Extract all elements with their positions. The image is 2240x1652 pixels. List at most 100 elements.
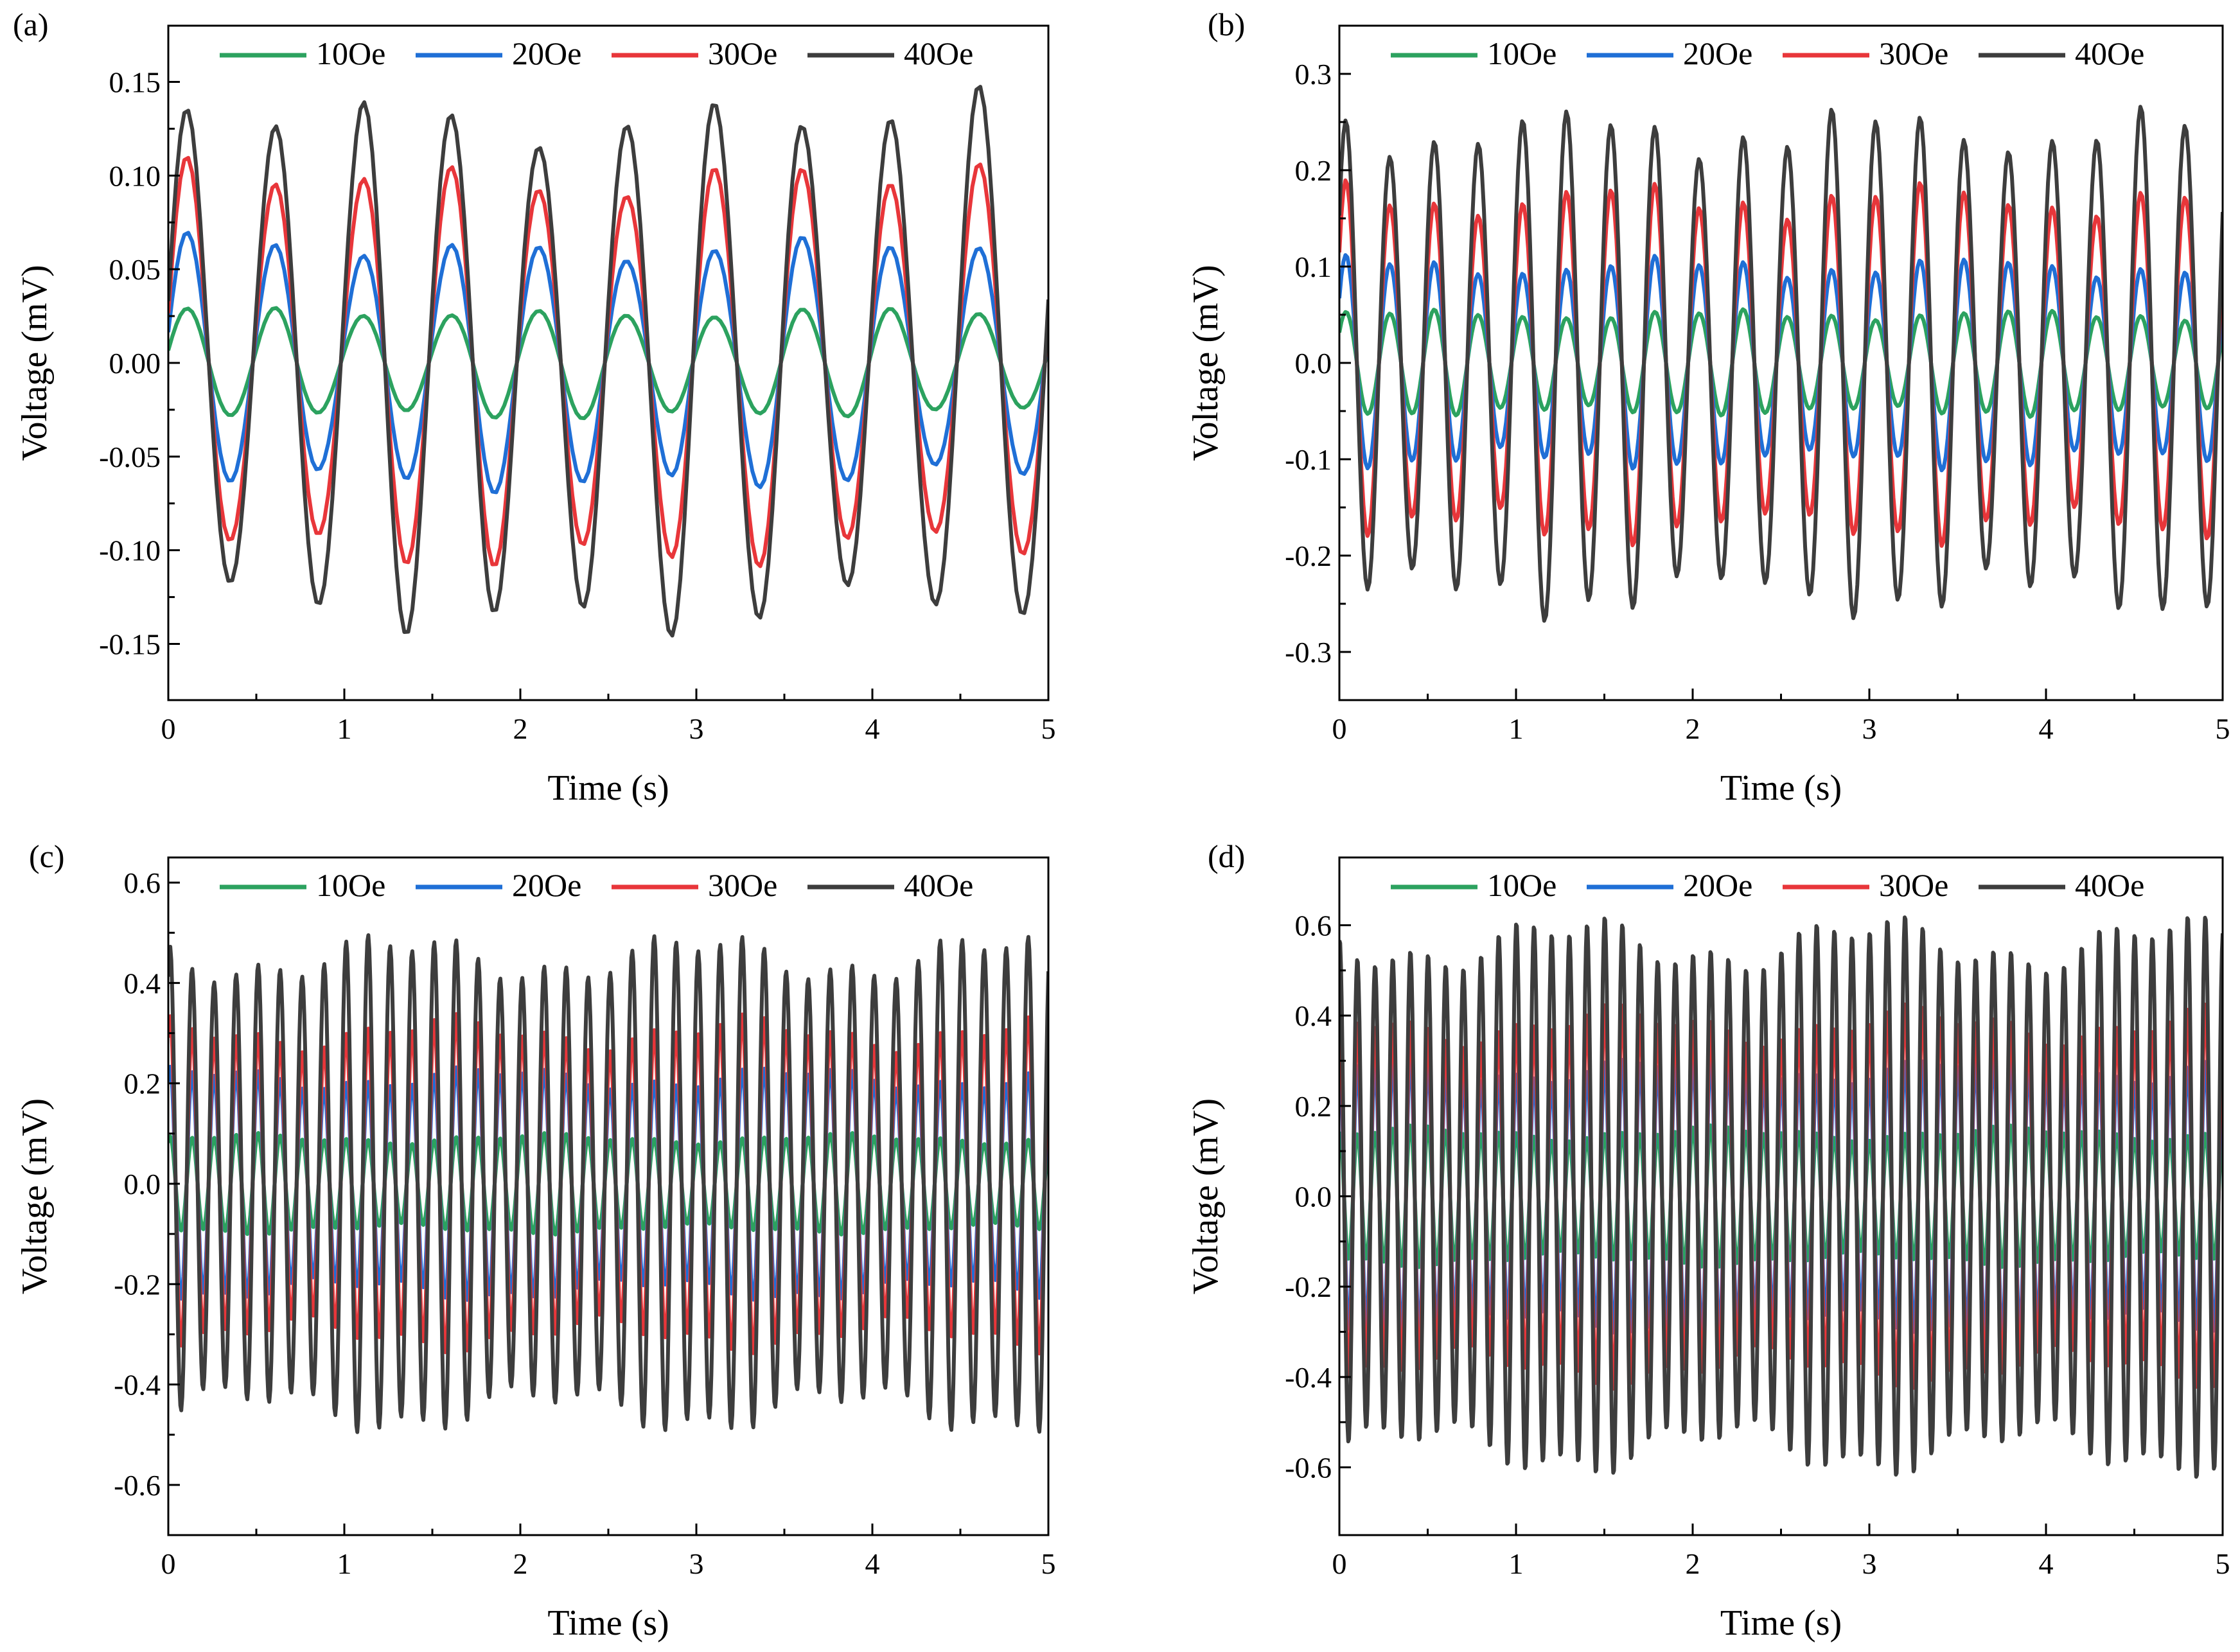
y-axis-title: Voltage (mV) — [1186, 1098, 1226, 1294]
legend-label-10Oe: 10Oe — [1487, 867, 1557, 903]
x-axis-title: Time (s) — [547, 1603, 669, 1643]
y-tick-label: 0.6 — [1295, 909, 1332, 942]
x-tick-label: 4 — [2039, 712, 2054, 745]
y-axis-title: Voltage (mV) — [15, 1098, 55, 1294]
x-tick-label: 3 — [1862, 712, 1877, 745]
x-axis-title: Time (s) — [547, 768, 669, 808]
y-tick-label: 0.00 — [109, 347, 161, 380]
y-tick-label: 0.15 — [109, 66, 161, 99]
legend: 10Oe 20Oe 30Oe 40Oe — [220, 867, 973, 903]
x-tick-label: 1 — [337, 1547, 352, 1580]
legend-label-30Oe: 30Oe — [1879, 867, 1948, 903]
x-tick-label: 4 — [865, 712, 880, 745]
legend-label-20Oe: 20Oe — [1683, 35, 1752, 71]
y-tick-label: -0.15 — [99, 628, 161, 661]
y-tick-label: 0.2 — [1295, 154, 1332, 187]
y-tick-label: 0.6 — [124, 866, 161, 899]
x-tick-label: 5 — [2216, 712, 2230, 745]
x-axis-title: Time (s) — [1720, 1603, 1842, 1643]
series-group — [168, 85, 1048, 638]
chart-panel-2: 0 1 2 3 4 5 -0.3 -0.2 -0.1 0.0 0.1 0.2 0.3 Time (s) Vo… — [1186, 6, 2230, 808]
y-tick-label: 0.10 — [109, 159, 161, 192]
chart-panel-4: 0 1 2 3 4 5 -0.6 -0.4 -0.2 0.0 0.2 0.4 0.6 Time (s) Vo… — [1186, 838, 2230, 1643]
y-tick-label: -0.6 — [1285, 1452, 1332, 1484]
plot-frame — [167, 856, 1050, 1536]
series-line-20Oe — [1339, 1055, 2223, 1338]
series-line-10Oe — [1339, 1123, 2223, 1269]
series-line-10Oe — [168, 1130, 1048, 1237]
legend-label-20Oe: 20Oe — [1683, 867, 1752, 903]
y-tick-label: 0.4 — [1295, 999, 1332, 1032]
y-tick-label: 0.2 — [1295, 1090, 1332, 1123]
x-tick-label: 3 — [689, 712, 704, 745]
x-tick-label: 3 — [1862, 1547, 1877, 1580]
y-axis-title: Voltage (mV) — [15, 265, 55, 461]
series-line-40Oe — [168, 85, 1048, 638]
panel-label: (a) — [13, 6, 49, 42]
y-tick-label: 0.0 — [124, 1168, 161, 1200]
series-line-40Oe — [1339, 915, 2223, 1479]
legend: 10Oe 20Oe 30Oe 40Oe — [1391, 35, 2144, 71]
y-tick-label: -0.05 — [99, 441, 161, 473]
legend-label-40Oe: 40Oe — [904, 35, 973, 71]
legend-label-20Oe: 20Oe — [512, 867, 581, 903]
legend-label-40Oe: 40Oe — [2075, 35, 2144, 71]
panel-label: (b) — [1208, 6, 1245, 42]
x-tick-label: 1 — [1509, 712, 1524, 745]
x-tick-label: 0 — [1332, 1547, 1347, 1580]
series-line-40Oe — [168, 933, 1048, 1434]
plot-frame — [1338, 24, 2224, 701]
y-tick-label: -0.2 — [1285, 540, 1332, 572]
legend-label-30Oe: 30Oe — [708, 35, 777, 71]
y-tick-label: 0.1 — [1295, 250, 1332, 283]
series-line-30Oe — [1339, 1002, 2223, 1391]
x-tick-label: 4 — [2039, 1547, 2054, 1580]
x-tick-label: 0 — [161, 1547, 176, 1580]
x-tick-label: 5 — [1041, 1547, 1056, 1580]
series-group — [1339, 105, 2223, 623]
y-tick-label: 0.2 — [124, 1068, 161, 1100]
y-tick-label: -0.2 — [114, 1268, 161, 1301]
legend-label-10Oe: 10Oe — [316, 35, 385, 71]
x-tick-label: 2 — [513, 712, 528, 745]
y-tick-label: -0.4 — [1285, 1361, 1332, 1394]
x-tick-label: 1 — [337, 712, 352, 745]
series-line-40Oe — [1339, 105, 2223, 623]
panel-label: (c) — [29, 838, 65, 874]
x-tick-label: 1 — [1509, 1547, 1524, 1580]
series-line-30Oe — [168, 155, 1048, 568]
x-tick-label: 5 — [2216, 1547, 2230, 1580]
y-tick-label: -0.10 — [99, 534, 161, 567]
y-tick-label: -0.6 — [114, 1469, 161, 1502]
x-tick-label: 2 — [1686, 1547, 1700, 1580]
x-tick-label: 0 — [161, 712, 176, 745]
x-tick-label: 5 — [1041, 712, 1056, 745]
chart-panel-3: 0 1 2 3 4 5 -0.6 -0.4 -0.2 0.0 0.2 0.4 0.6 Time (s) Vo… — [15, 838, 1056, 1643]
y-tick-label: 0.4 — [124, 967, 161, 999]
y-tick-label: 0.05 — [109, 253, 161, 286]
y-tick-label: -0.1 — [1285, 443, 1332, 476]
legend-label-20Oe: 20Oe — [512, 35, 581, 71]
x-tick-label: 4 — [865, 1547, 880, 1580]
x-tick-label: 0 — [1332, 712, 1347, 745]
x-tick-label: 2 — [513, 1547, 528, 1580]
series-group — [1339, 915, 2223, 1479]
legend-label-30Oe: 30Oe — [708, 867, 777, 903]
legend-label-10Oe: 10Oe — [1487, 35, 1557, 71]
x-tick-label: 3 — [689, 1547, 704, 1580]
y-tick-label: 0.0 — [1295, 347, 1332, 380]
y-tick-label: -0.3 — [1285, 636, 1332, 669]
y-tick-label: -0.2 — [1285, 1270, 1332, 1303]
x-tick-label: 2 — [1686, 712, 1700, 745]
y-tick-label: 0.3 — [1295, 58, 1332, 91]
legend-label-30Oe: 30Oe — [1879, 35, 1948, 71]
legend: 10Oe 20Oe 30Oe 40Oe — [220, 35, 973, 71]
y-axis-title: Voltage (mV) — [1186, 265, 1226, 461]
legend-label-40Oe: 40Oe — [904, 867, 973, 903]
x-axis-title: Time (s) — [1720, 768, 1842, 808]
plot-frame — [167, 24, 1050, 701]
legend-label-40Oe: 40Oe — [2075, 867, 2144, 903]
legend: 10Oe 20Oe 30Oe 40Oe — [1391, 867, 2144, 903]
legend-label-10Oe: 10Oe — [316, 867, 385, 903]
